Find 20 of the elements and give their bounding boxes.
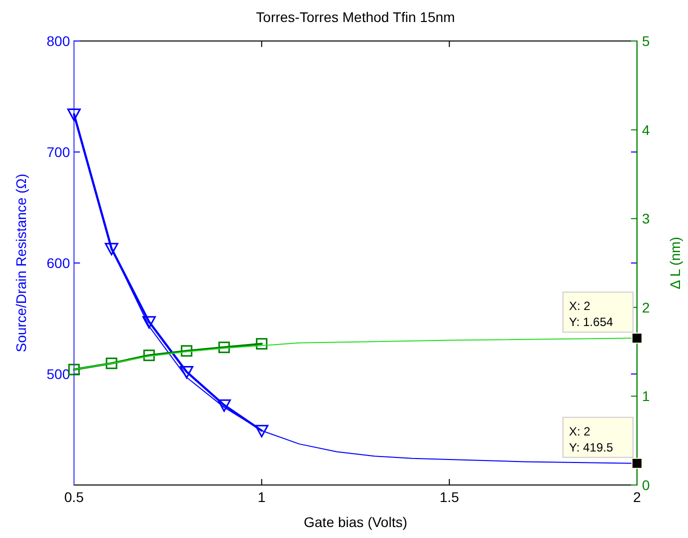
- x-tick-label: 1: [258, 489, 266, 505]
- y2-tick-label: 5: [642, 33, 650, 49]
- y2-tick-label: 1: [642, 388, 650, 404]
- y-axis-title: Source/Drain Resistance (Ω): [13, 174, 29, 352]
- chart-title: Torres-Torres Method Tfin 15nm: [256, 9, 455, 25]
- y-tick-label: 800: [46, 33, 70, 49]
- y2-tick-label: 4: [642, 122, 650, 138]
- y2-axis-title: Δ L (nm): [667, 236, 683, 290]
- y-tick-label: 600: [46, 255, 70, 271]
- x-tick-label: 1.5: [440, 489, 460, 505]
- y2-tick-label: 3: [642, 210, 650, 227]
- y-tick-label: 700: [46, 144, 70, 160]
- annotation: X: 2 Y: 1.654: [569, 299, 614, 330]
- x-tick-label: 2: [633, 489, 642, 505]
- annotation: X: 2 Y: 419.5: [569, 424, 614, 454]
- y-tick-label: 500: [46, 366, 70, 382]
- y2-tick-label: 0: [642, 477, 650, 493]
- x-axis-title: Gate bias (Volts): [304, 514, 408, 530]
- y2-tick-label: 2: [642, 299, 650, 316]
- x-tick-label: 0.5: [64, 489, 84, 505]
